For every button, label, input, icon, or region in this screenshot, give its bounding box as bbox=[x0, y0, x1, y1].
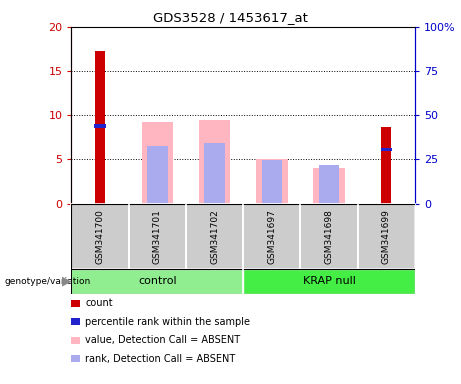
Text: value, Detection Call = ABSENT: value, Detection Call = ABSENT bbox=[85, 335, 240, 345]
Bar bbox=[301, 204, 358, 269]
Bar bbox=[381, 127, 391, 204]
Bar bbox=[142, 122, 173, 204]
Bar bbox=[319, 165, 339, 204]
Bar bbox=[243, 204, 301, 269]
Text: count: count bbox=[85, 298, 113, 308]
Bar bbox=[261, 160, 282, 204]
Text: control: control bbox=[138, 276, 177, 286]
Text: rank, Detection Call = ABSENT: rank, Detection Call = ABSENT bbox=[85, 354, 236, 364]
Bar bbox=[381, 148, 392, 151]
Bar bbox=[95, 124, 106, 127]
Bar bbox=[243, 269, 415, 294]
Bar bbox=[71, 204, 129, 269]
Text: GSM341702: GSM341702 bbox=[210, 209, 219, 263]
Text: percentile rank within the sample: percentile rank within the sample bbox=[85, 317, 250, 327]
Text: GSM341697: GSM341697 bbox=[267, 209, 276, 263]
Bar bbox=[199, 121, 230, 204]
Text: KRAP null: KRAP null bbox=[302, 276, 355, 286]
Bar bbox=[71, 269, 243, 294]
Bar bbox=[186, 204, 243, 269]
Text: GSM341699: GSM341699 bbox=[382, 209, 391, 263]
Bar bbox=[256, 159, 288, 204]
Bar bbox=[95, 51, 105, 204]
Bar bbox=[129, 204, 186, 269]
Text: genotype/variation: genotype/variation bbox=[5, 277, 91, 286]
Text: ▶: ▶ bbox=[62, 275, 71, 288]
Text: GDS3528 / 1453617_at: GDS3528 / 1453617_at bbox=[153, 12, 308, 25]
Text: GSM341701: GSM341701 bbox=[153, 209, 162, 263]
Text: GSM341698: GSM341698 bbox=[325, 209, 334, 263]
Text: GSM341700: GSM341700 bbox=[95, 209, 105, 263]
Bar bbox=[313, 168, 345, 204]
Bar bbox=[204, 144, 225, 204]
Bar bbox=[147, 146, 167, 204]
Bar bbox=[358, 204, 415, 269]
